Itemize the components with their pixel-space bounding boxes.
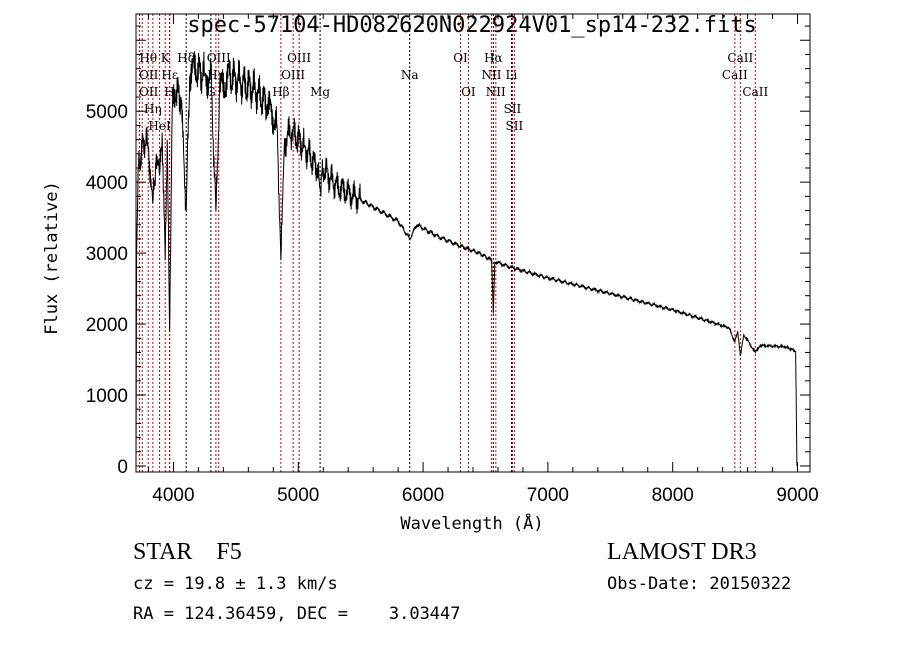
spectral-line-label: Hθ: [139, 51, 157, 65]
y-tick-label: 5000: [86, 102, 128, 123]
spectral-line-label: OI: [453, 51, 468, 65]
y-tick-label: 0: [117, 457, 128, 478]
x-tick-label: 7000: [527, 485, 569, 506]
y-tick-label: 2000: [86, 315, 128, 336]
spectral-line-label: Hη: [144, 102, 162, 116]
spectral-line-label: SII: [504, 102, 522, 116]
spectral-line-label: OIII: [207, 51, 231, 65]
spectral-line-label: OII: [139, 85, 159, 99]
y-tick-label: 4000: [86, 173, 128, 194]
object-type: STAR F5: [133, 539, 242, 565]
redshift-text: cz = 19.8 ± 1.3 km/s: [133, 574, 338, 594]
survey-name: LAMOST DR3: [607, 539, 757, 565]
x-tick-label: 4000: [152, 485, 194, 506]
x-tick-label: 5000: [277, 485, 319, 506]
plot-frame: [135, 13, 811, 473]
spectral-line-label: CaII: [727, 51, 753, 65]
spectral-line-label: OI: [461, 85, 476, 99]
spectral-line-label: Hε: [161, 68, 178, 82]
spectral-line-label: OII: [139, 68, 159, 82]
chart-title: spec-57104-HD082620N022924V01_sp14-232.f…: [187, 13, 757, 38]
spectral-line-label: Hα: [484, 51, 503, 65]
spectral-line-label: Li: [506, 68, 518, 82]
axes: 4000 5000 6000 7000 8000 9000 0 1000 2000 3000 400…: [86, 14, 819, 506]
y-tick-label: 1000: [86, 386, 128, 407]
spectral-line-label: K: [161, 51, 171, 65]
spectral-line-label: OIII: [281, 68, 305, 82]
spectral-line-label: Mg: [310, 85, 330, 99]
obs-date: Obs-Date: 20150322: [607, 574, 792, 594]
line-marker-labels: OII OII Hθ Hη HeI K H Hε Hδ G Hγ OIII Hβ OIII OIII Mg Na…: [139, 51, 768, 133]
spectral-line-label: Hδ: [177, 51, 195, 65]
spectral-line-label: NII: [486, 85, 506, 99]
spectral-line-label: H: [164, 85, 174, 99]
spectral-line-label: CaII: [722, 68, 748, 82]
spectral-line-label: SII: [506, 119, 524, 133]
line-markers: [138, 14, 756, 472]
spectral-line-label: Hβ: [272, 85, 289, 99]
spectral-line-label: CaII: [742, 85, 768, 99]
spectral-line-label: G: [206, 85, 216, 99]
y-axis-label: Flux (relative): [42, 181, 62, 335]
spectral-line-label: Hγ: [207, 68, 225, 82]
spectral-line-label: OIII: [287, 51, 311, 65]
spectral-line-label: HeI: [148, 119, 171, 133]
x-tick-label: 6000: [402, 485, 444, 506]
spectral-line-label: NII: [482, 68, 502, 82]
x-tick-label: 9000: [776, 485, 818, 506]
spectrum-line: [135, 51, 798, 467]
coordinates: RA = 124.36459, DEC = 3.03447: [133, 604, 461, 624]
spectral-line-label: Na: [401, 68, 419, 82]
x-axis-label: Wavelength (Å): [400, 512, 543, 534]
x-tick-label: 8000: [652, 485, 694, 506]
y-tick-label: 3000: [86, 244, 128, 265]
